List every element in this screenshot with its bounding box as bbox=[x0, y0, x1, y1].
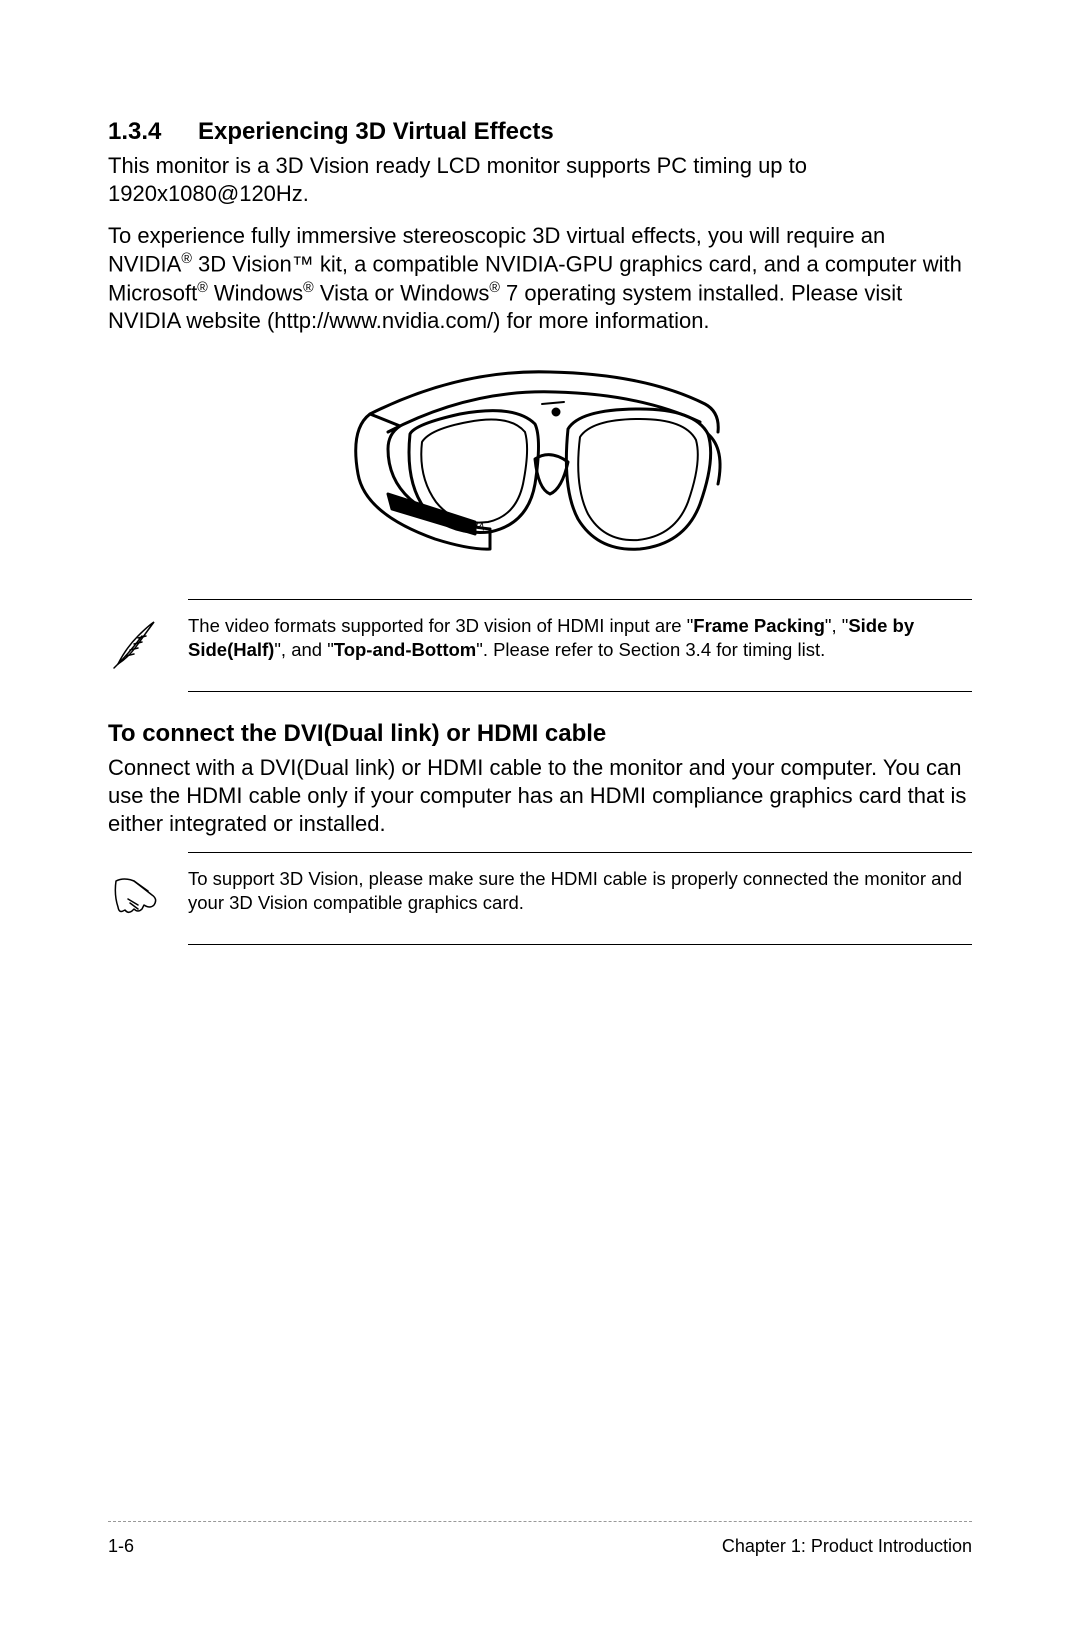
section-number: 1.3.4 bbox=[108, 118, 198, 146]
note-block-1: The video formats supported for 3D visio… bbox=[188, 599, 972, 692]
glasses-icon: ⬤ NVIDIA bbox=[340, 354, 740, 584]
n1-b3: Top-and-Bottom bbox=[334, 639, 476, 660]
p2-mid2: Windows bbox=[208, 280, 303, 305]
p2-mid3: Vista or Windows bbox=[314, 280, 490, 305]
note-1-text: The video formats supported for 3D visio… bbox=[188, 614, 972, 662]
paragraph-3: Connect with a DVI(Dual link) or HDMI ca… bbox=[108, 754, 972, 838]
note-block-2: To support 3D Vision, please make sure t… bbox=[188, 852, 972, 945]
chapter-label: Chapter 1: Product Introduction bbox=[722, 1536, 972, 1557]
section-title: Experiencing 3D Virtual Effects bbox=[198, 118, 554, 146]
reg-mark: ® bbox=[489, 280, 500, 296]
paragraph-1: This monitor is a 3D Vision ready LCD mo… bbox=[108, 152, 972, 208]
page-footer: 1-6 Chapter 1: Product Introduction bbox=[108, 1521, 972, 1557]
reg-mark: ® bbox=[181, 251, 192, 267]
glasses-illustration: ⬤ NVIDIA bbox=[108, 354, 972, 589]
n1-m2: ", and " bbox=[274, 639, 333, 660]
n1-b1: Frame Packing bbox=[693, 615, 825, 636]
reg-mark: ® bbox=[303, 280, 314, 296]
n1-m1: ", " bbox=[825, 615, 848, 636]
n1-end: ". Please refer to Section 3.4 for timin… bbox=[476, 639, 825, 660]
reg-mark: ® bbox=[197, 280, 208, 296]
n1-pre: The video formats supported for 3D visio… bbox=[188, 615, 693, 636]
section-heading: 1.3.4 Experiencing 3D Virtual Effects bbox=[108, 118, 972, 146]
feather-icon bbox=[108, 614, 164, 677]
page-number: 1-6 bbox=[108, 1536, 134, 1557]
hand-point-icon bbox=[108, 867, 164, 930]
note-2-text: To support 3D Vision, please make sure t… bbox=[188, 867, 972, 915]
sub-heading: To connect the DVI(Dual link) or HDMI ca… bbox=[108, 720, 972, 748]
paragraph-2: To experience fully immersive stereoscop… bbox=[108, 222, 972, 335]
